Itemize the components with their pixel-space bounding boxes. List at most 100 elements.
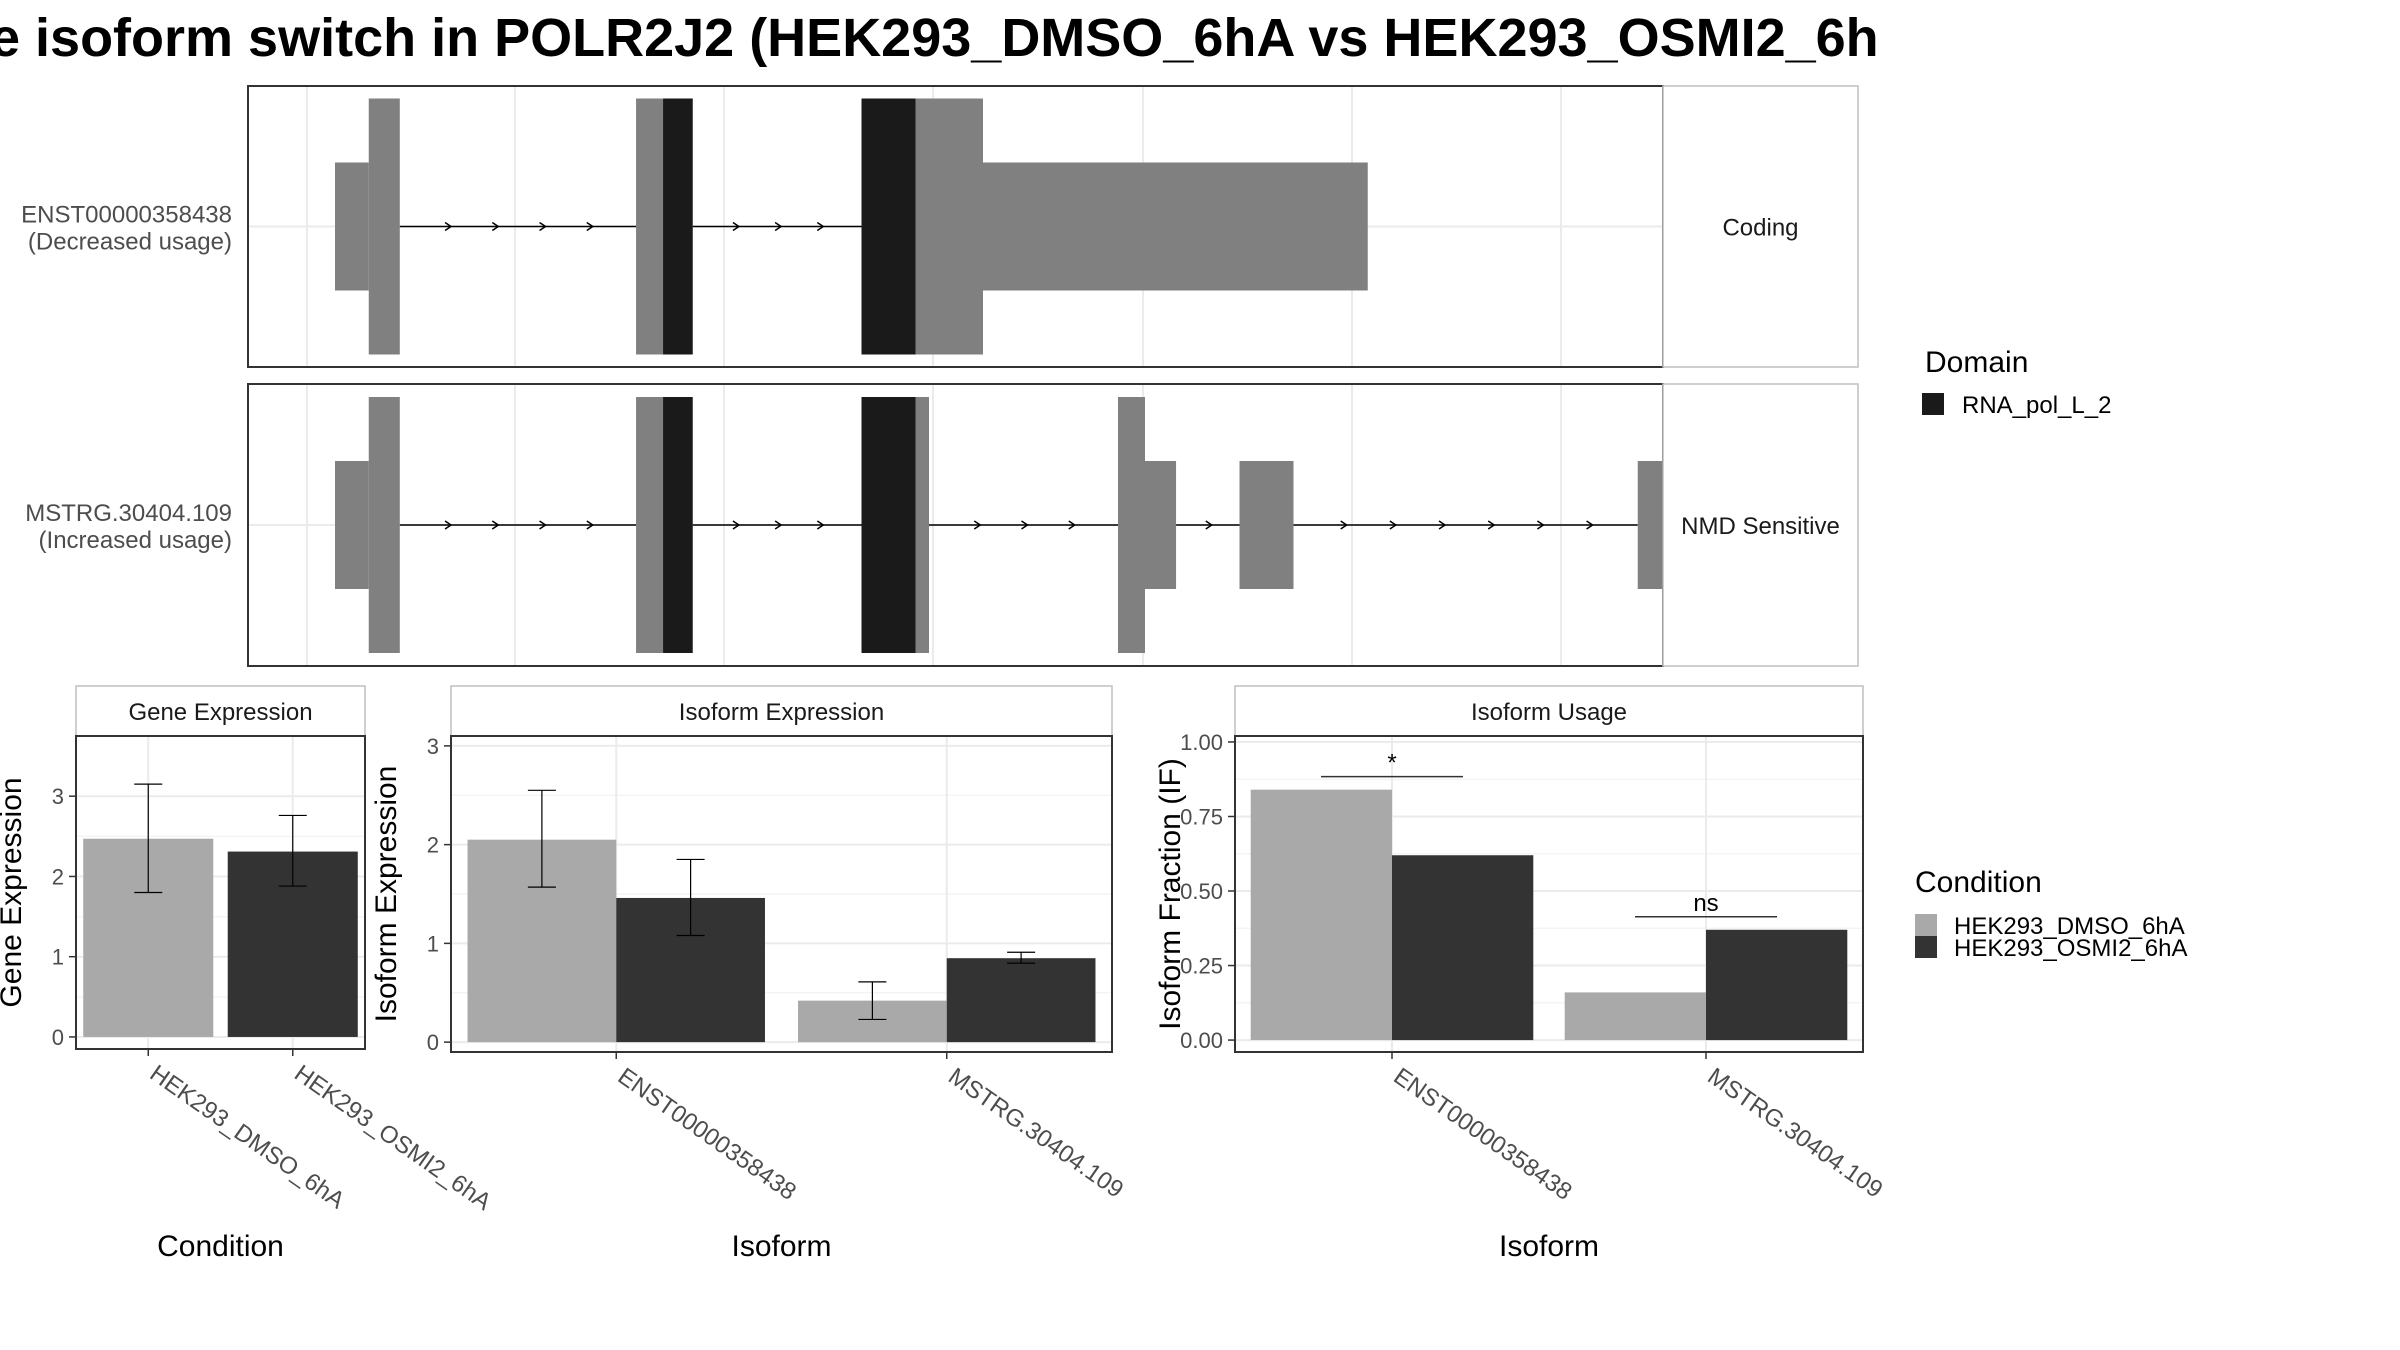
x-tick-label: ENST00000358438	[613, 1063, 801, 1206]
domain-legend-title: Domain	[1925, 346, 2028, 379]
intron-arrow	[732, 520, 741, 530]
intron-arrow	[1438, 520, 1447, 530]
transcript-usage-label: (Decreased usage)	[28, 229, 232, 256]
condition-legend: Condition HEK293_DMSO_6hA HEK293_OSMI2_6…	[1915, 866, 2187, 962]
y-tick-label: 0.25	[1180, 954, 1223, 979]
intron-arrow	[732, 221, 741, 232]
cds-exon-segment	[636, 98, 664, 355]
domain-exon-segment	[663, 98, 693, 355]
intron-arrow	[444, 520, 453, 530]
condition-legend-key-dmso	[1915, 914, 1937, 936]
utr-exon-segment	[335, 461, 369, 589]
utr-exon-segment	[335, 162, 369, 291]
panel-title: Gene Expression	[128, 699, 312, 726]
cds-exon-segment	[915, 397, 929, 653]
transcript-usage-label: (Increased usage)	[39, 527, 232, 554]
panel-title: Isoform Expression	[679, 699, 884, 726]
domain-exon-segment	[861, 397, 916, 653]
y-axis-title: Isoform Expression	[370, 766, 403, 1023]
figure-title: e isoform switch in POLR2J2 (HEK293_DMSO…	[0, 8, 1879, 68]
transcript-class-label: NMD Sensitive	[1681, 513, 1840, 540]
isoform-usage-panel: Isoform Usage 0.00 0.25 0.50 0.75 1.00 ENST000…	[1154, 685, 1888, 1263]
plot-frame	[1234, 735, 1864, 1053]
intron-arrow	[444, 221, 453, 232]
intron-arrow	[491, 520, 500, 530]
domain-legend-key	[1922, 393, 1944, 415]
plot-frame	[75, 735, 366, 1050]
y-tick-label: 0.75	[1180, 804, 1223, 829]
domain-legend: Domain RNA_pol_L_2	[1922, 346, 2111, 419]
y-tick-label: 3	[427, 734, 439, 759]
intron-arrow	[1205, 520, 1214, 530]
strip-box	[1662, 85, 1859, 368]
intron-arrow	[973, 520, 982, 530]
y-tick-label: 2	[427, 833, 439, 858]
cds-exon-segment	[636, 397, 664, 653]
y-tick-label: 1	[427, 931, 439, 956]
intron-arrow	[816, 221, 825, 232]
intron-arrow	[586, 520, 595, 530]
cds-exon-segment	[368, 98, 400, 355]
y-axis-title: Isoform Fraction (IF)	[1154, 758, 1187, 1030]
utr-exon-segment	[1239, 461, 1294, 589]
transcript-structure-panels: Coding ENST00000358438(Decreased usage) NM…	[21, 85, 1859, 667]
transcript-panel: NMD Sensitive MSTRG.30404.109(Increased u…	[25, 383, 1859, 667]
x-tick-label: ENST00000358438	[1389, 1063, 1577, 1206]
intron-arrow	[586, 221, 595, 232]
panel-strip	[75, 685, 366, 737]
transcript-name: MSTRG.30404.109	[25, 500, 232, 527]
transcript-panel: Coding ENST00000358438(Decreased usage)	[21, 85, 1859, 368]
bar	[1250, 789, 1392, 1041]
domain-exon-segment	[663, 397, 693, 653]
significance-label: ns	[1693, 890, 1718, 917]
x-tick-label: MSTRG.30404.109	[943, 1063, 1128, 1204]
condition-legend-title: Condition	[1915, 866, 2042, 899]
intron-arrow	[1068, 520, 1077, 530]
y-tick-label: 1	[52, 945, 64, 970]
bar	[1706, 929, 1848, 1041]
y-tick-label: 0	[427, 1030, 439, 1055]
x-tick-label: MSTRG.30404.109	[1703, 1063, 1888, 1204]
intron-arrow	[1487, 520, 1496, 530]
bar	[946, 958, 1096, 1043]
intron-arrow	[539, 520, 547, 530]
intron-arrow	[1389, 520, 1398, 530]
intron-arrow	[1340, 520, 1349, 530]
gene-expression-panel: Gene Expression0123HEK293_DMSO_6hAHEK293…	[0, 685, 496, 1263]
condition-legend-key-osmi2	[1915, 936, 1937, 958]
y-axis-title: Gene Expression	[0, 777, 28, 1007]
significance-label: *	[1387, 750, 1396, 777]
domain-legend-label: RNA_pol_L_2	[1962, 392, 2111, 419]
x-axis-title: Isoform	[731, 1230, 831, 1263]
intron-arrow	[539, 221, 547, 232]
panel-strip	[450, 685, 1113, 737]
bar	[1392, 855, 1534, 1041]
strip-box	[1662, 383, 1859, 667]
transcript-class-label: Coding	[1722, 215, 1798, 242]
y-tick-label: 0.00	[1180, 1028, 1223, 1053]
x-axis-title: Condition	[157, 1230, 284, 1263]
y-tick-label: 0	[52, 1025, 64, 1050]
condition-legend-label-dmso: HEK293_DMSO_6hA	[1954, 913, 2185, 940]
intron-arrow	[774, 520, 783, 530]
transcript-name: ENST00000358438	[21, 202, 232, 229]
y-tick-label: 0.50	[1180, 879, 1223, 904]
domain-exon-segment	[861, 98, 916, 355]
utr-exon-segment	[1145, 461, 1177, 589]
y-tick-label: 1.00	[1180, 730, 1223, 755]
bar	[1564, 992, 1706, 1041]
cds-exon-segment	[915, 98, 983, 355]
intron-arrow	[816, 520, 825, 530]
intron-arrow	[1021, 520, 1029, 530]
isoform-expression-panel: Isoform Expression 0 1 2 3 ENST00000358438 MST…	[370, 685, 1128, 1263]
y-tick-label: 3	[52, 784, 64, 809]
y-tick-label: 2	[52, 864, 64, 889]
intron-arrow	[1536, 520, 1545, 530]
cds-exon-segment	[368, 397, 400, 653]
cds-exon-segment	[1118, 397, 1145, 653]
plot-frame	[450, 735, 1113, 1053]
x-axis-title: Isoform	[1499, 1230, 1599, 1263]
intron-arrow	[774, 221, 783, 232]
utr-exon-segment	[983, 162, 1368, 291]
